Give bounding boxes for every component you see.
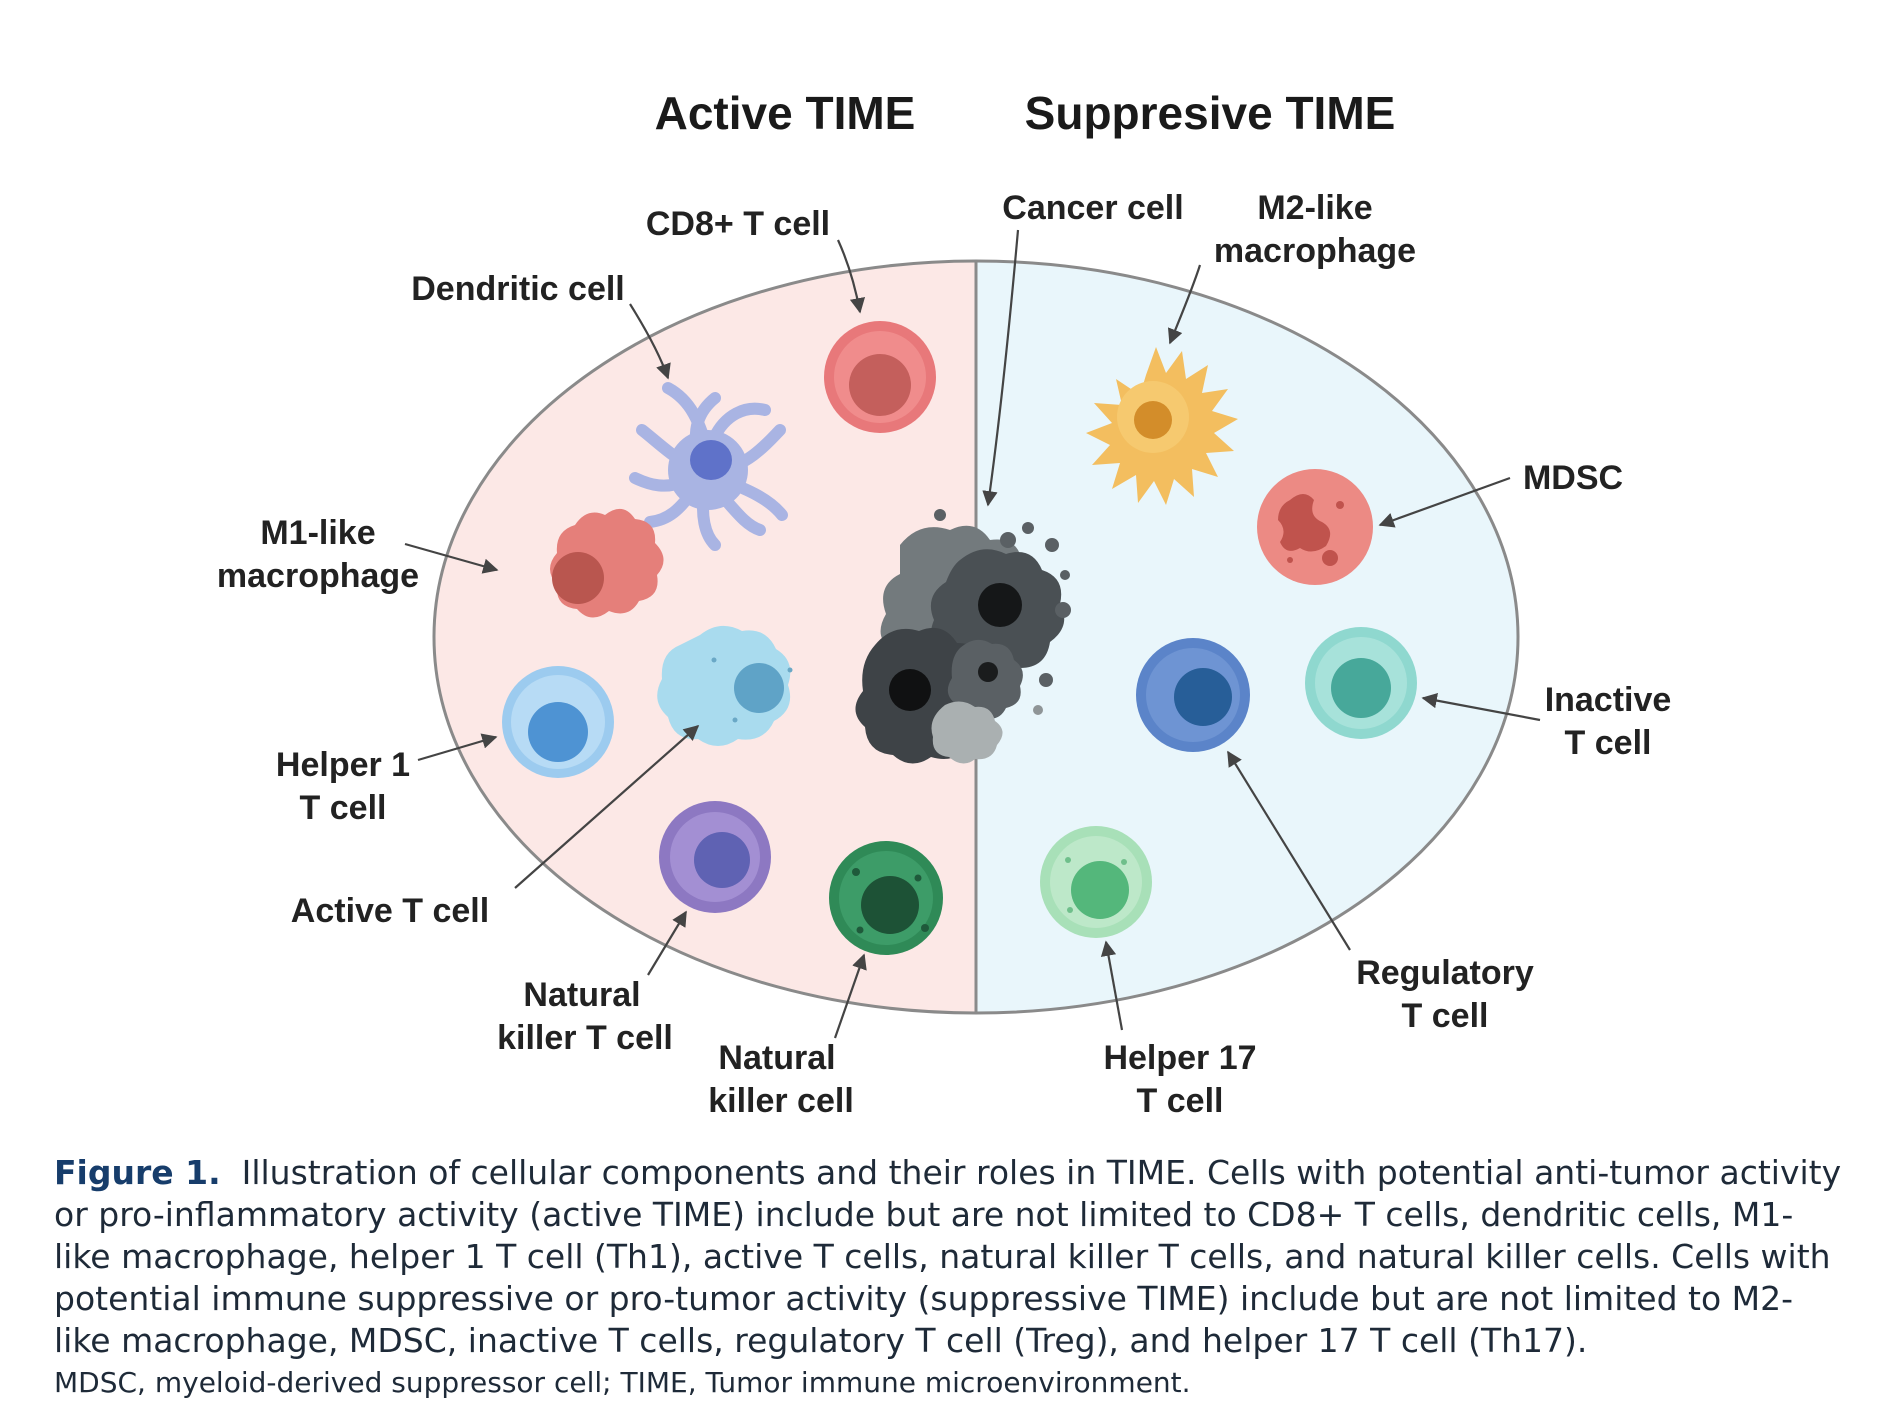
natural-killer-t-cell-icon	[659, 801, 771, 913]
pointer-cancer	[982, 229, 1020, 507]
helper-1-t-cell-icon	[502, 666, 614, 778]
label-m1-line2: macrophage	[217, 557, 419, 595]
label-m2-line2: macrophage	[1214, 232, 1416, 270]
pointer-lines	[404, 229, 1541, 1039]
label-nkt-line1: Natural	[523, 976, 640, 1014]
label-m2-line1: M2-like	[1257, 189, 1372, 227]
heading-active-time: Active TIME	[655, 87, 916, 139]
figure-caption: Figure 1. Illustration of cellular compo…	[54, 1152, 1844, 1362]
label-inactive-line2: T cell	[1565, 724, 1652, 762]
pointer-mdsc	[1378, 476, 1511, 528]
m1-macrophage-icon	[550, 508, 664, 618]
pointer-treg	[1227, 750, 1351, 951]
label-nk-line1: Natural	[718, 1039, 835, 1077]
caption-text: Illustration of cellular components and …	[54, 1153, 1842, 1360]
label-cancer-cell: Cancer cell	[1002, 189, 1183, 227]
label-m1-line1: M1-like	[260, 514, 375, 552]
abbreviations: MDSC, myeloid-derived suppressor cell; T…	[54, 1366, 1191, 1399]
pointer-active-t	[514, 724, 700, 889]
label-th17-line1: Helper 17	[1103, 1039, 1256, 1077]
label-dendritic-cell: Dendritic cell	[411, 270, 625, 308]
heading-suppressive-time: Suppresive TIME	[1025, 87, 1396, 139]
figure-number: Figure 1.	[54, 1153, 221, 1192]
label-active-t-cell: Active T cell	[291, 892, 489, 930]
cancer-cell-icon	[855, 509, 1071, 764]
label-inactive-line1: Inactive	[1545, 681, 1672, 719]
pointer-helper1	[417, 733, 498, 762]
label-helper1-line1: Helper 1	[276, 746, 410, 784]
label-cd8-t-cell: CD8+ T cell	[646, 205, 830, 243]
pointer-inactive	[1421, 692, 1541, 722]
helper-17-t-cell-icon	[1040, 826, 1152, 938]
pointer-m1	[404, 542, 499, 574]
label-th17-line2: T cell	[1137, 1082, 1224, 1120]
label-treg-line1: Regulatory	[1356, 954, 1534, 992]
natural-killer-cell-icon	[829, 841, 943, 955]
dendritic-cell-icon	[629, 382, 788, 551]
m2-macrophage-icon	[1086, 347, 1238, 505]
pointer-cd8	[836, 239, 866, 314]
pointer-m2	[1167, 264, 1202, 345]
regulatory-t-cell-icon	[1136, 638, 1250, 752]
inactive-t-cell-icon	[1305, 627, 1417, 739]
active-t-cell-icon	[657, 625, 793, 746]
cd8-t-cell-icon	[824, 321, 936, 433]
label-mdsc: MDSC	[1523, 459, 1623, 497]
label-treg-line2: T cell	[1402, 997, 1489, 1035]
label-helper1-line2: T cell	[300, 789, 387, 827]
mdsc-icon	[1257, 469, 1373, 585]
pointer-th17	[1100, 940, 1124, 1031]
label-nk-line2: killer cell	[708, 1082, 854, 1120]
pointer-nk	[833, 953, 867, 1039]
pointer-nkt	[647, 910, 687, 976]
pointer-dendritic	[629, 303, 671, 380]
label-nkt-line2: killer T cell	[497, 1019, 673, 1057]
